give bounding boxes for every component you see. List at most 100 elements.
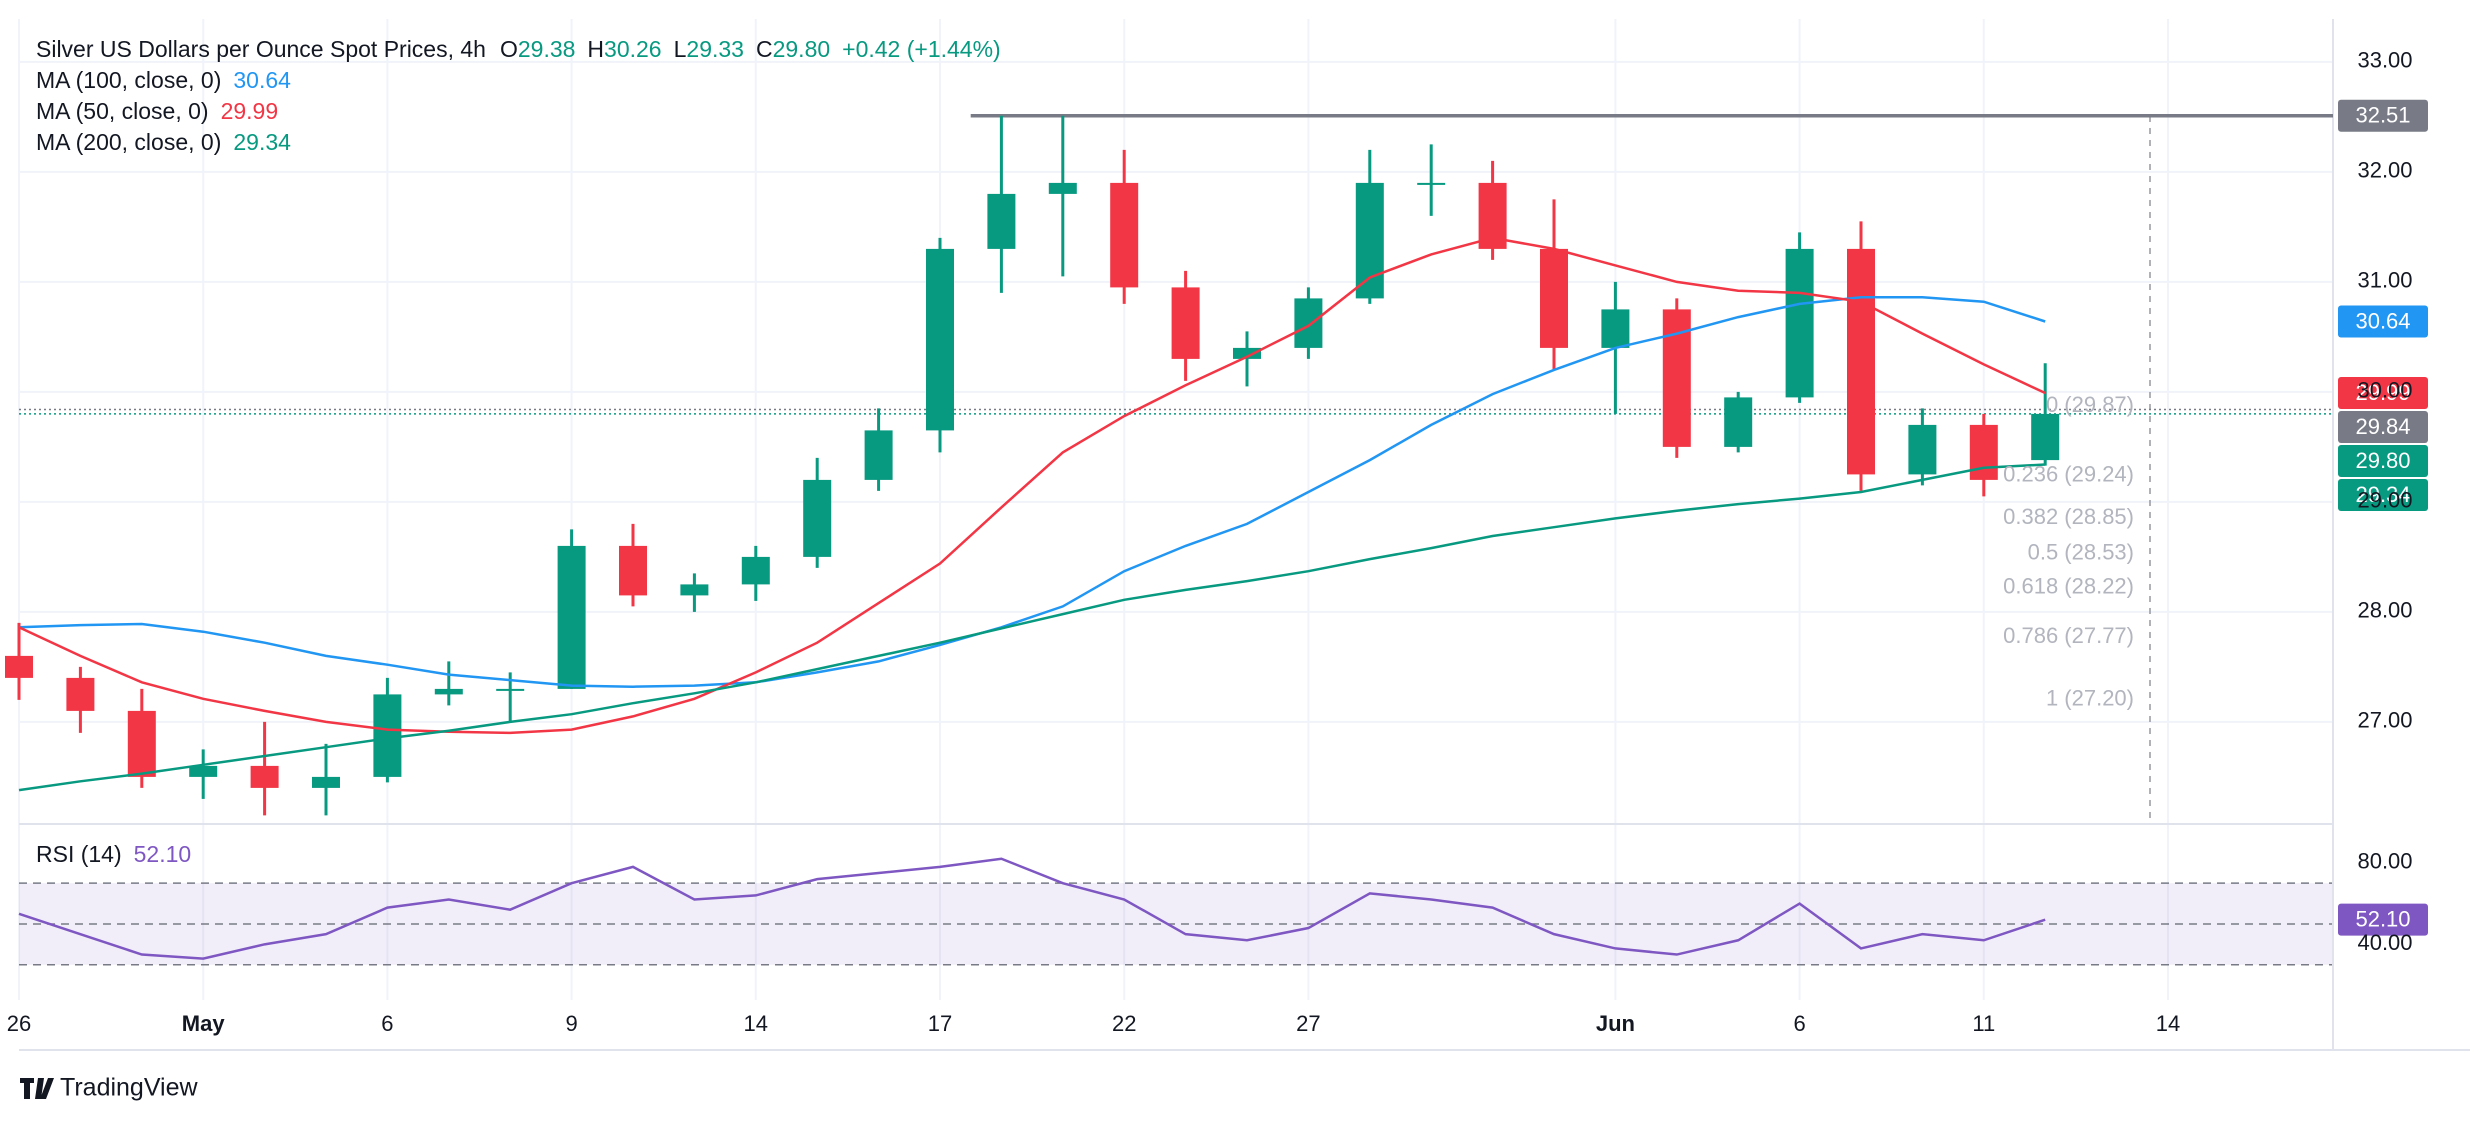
- candle-body: [619, 545, 647, 596]
- legend-value: 29.99: [221, 98, 279, 124]
- candle-body: [127, 710, 156, 777]
- candle-body: [926, 248, 954, 431]
- ohlc-key: L: [674, 36, 687, 62]
- candle-body: [1724, 397, 1753, 447]
- candle-body: [1294, 298, 1323, 348]
- candle-body: [1847, 248, 1875, 475]
- candle-body: [373, 694, 402, 777]
- legend-value: 29.34: [233, 129, 291, 155]
- moving-average: [18, 296, 2046, 688]
- candle-body: [680, 584, 709, 596]
- candle-body: [1969, 424, 1998, 480]
- ohlc-key: H: [587, 36, 604, 62]
- price-tag-label: 29.99: [2355, 380, 2410, 405]
- x-tick-label: 14: [2156, 1011, 2180, 1036]
- candle-body: [1048, 182, 1077, 194]
- candle-body: [1540, 248, 1568, 348]
- candle-body: [987, 193, 1016, 249]
- candle-body: [2031, 413, 2060, 461]
- x-tick-label: 17: [928, 1011, 952, 1036]
- ohlc-value: 30.26: [604, 36, 662, 62]
- candle-body: [189, 765, 218, 777]
- candle-body: [250, 765, 279, 788]
- x-tick-label: May: [182, 1011, 226, 1036]
- legend-value: 52.10: [134, 841, 192, 867]
- candle-body: [557, 545, 586, 689]
- price-tag-label: 29.84: [2355, 414, 2410, 439]
- candle-body: [803, 479, 832, 557]
- symbol-title: Silver US Dollars per Ounce Spot Prices,…: [36, 36, 486, 62]
- candle-body: [1171, 287, 1200, 359]
- change: +0.42 (+1.44%): [842, 36, 1001, 62]
- price-tag: [2338, 377, 2428, 409]
- candle-body: [496, 688, 525, 691]
- legend: MA (100, close, 0) 30.64 MA (50, close, 0)…: [36, 67, 291, 867]
- legend-name: MA (200, close, 0): [36, 129, 221, 155]
- brand: TradingView: [20, 1074, 199, 1102]
- ohlc-value: 29.33: [686, 36, 744, 62]
- brand-name: TradingView: [60, 1074, 199, 1102]
- legend-name: MA (50, close, 0): [36, 98, 209, 124]
- rsi-tag: [2338, 903, 2428, 936]
- x-tick-label: 26: [7, 1011, 31, 1036]
- candle-body: [434, 688, 463, 695]
- x-tick-label: 6: [1793, 1011, 1805, 1036]
- x-tick-label: 14: [744, 1011, 768, 1036]
- candle-body: [1417, 182, 1446, 185]
- candle-body: [1110, 182, 1139, 288]
- candle-body: [5, 655, 33, 678]
- moving-average: [18, 463, 2046, 792]
- ohlc-value: 29.80: [773, 36, 831, 62]
- brand-logo: [20, 1078, 54, 1099]
- legend-name: MA (100, close, 0): [36, 67, 221, 93]
- price-tag: [2338, 479, 2428, 511]
- rsi-tick-label: 40.00: [2357, 930, 2412, 955]
- price-tag-label: 32.51: [2355, 103, 2410, 128]
- rsi-tick-label: 80.00: [2357, 849, 2412, 874]
- price-tag-label: 29.80: [2355, 448, 2410, 473]
- fib-label: 0.382 (28.85): [2003, 504, 2134, 529]
- price-tag: [2338, 305, 2428, 338]
- rsi-line: [18, 857, 2046, 960]
- legend-entry: MA (100, close, 0) 30.64: [36, 67, 291, 93]
- fib-label: 0.786 (27.77): [2003, 623, 2134, 648]
- ohlc-value: 29.38: [518, 36, 576, 62]
- y-tick-label: 30.00: [2357, 378, 2412, 403]
- y-tick-label: 31.00: [2357, 268, 2412, 293]
- price-tag: [2338, 99, 2428, 132]
- x-tick-label: Jun: [1596, 1011, 1635, 1036]
- ohlc-key: C: [756, 36, 773, 62]
- price-tag-label: 30.64: [2355, 308, 2410, 333]
- candle-body: [1601, 309, 1630, 348]
- y-tick-label: 27.00: [2357, 708, 2412, 733]
- rsi-legend: RSI (14) 52.10: [36, 841, 191, 867]
- ohlc-key: O: [500, 36, 518, 62]
- price-tags: 32.51 30.64 29.99 29.34 29.84 29.80 52.10: [2338, 99, 2428, 936]
- legend-name: RSI (14): [36, 841, 122, 867]
- rsi-tag-label: 52.10: [2355, 906, 2410, 931]
- header: Silver US Dollars per Ounce Spot Prices,…: [36, 36, 1001, 62]
- grid: [18, 19, 2333, 1000]
- fib-label: 0 (29.87): [2046, 392, 2134, 417]
- fib-label: 0.618 (28.22): [2003, 574, 2134, 599]
- candle-body: [864, 430, 893, 480]
- overlay: 0 (29.87) 0.236 (29.24) 0.382 (28.85) 0.5 (…: [18, 236, 2134, 960]
- candle-body: [1355, 182, 1384, 299]
- x-tick-label: 9: [565, 1011, 577, 1036]
- candle-body: [1908, 424, 1937, 475]
- x-tick-label: 27: [1296, 1011, 1320, 1036]
- price-tag: [2338, 445, 2428, 477]
- y-tick-label: 28.00: [2357, 598, 2412, 623]
- legend-entry: MA (200, close, 0) 29.34: [36, 129, 291, 155]
- x-tick-label: 22: [1112, 1011, 1136, 1036]
- fib-label: 0.236 (29.24): [2003, 461, 2134, 486]
- y-tick-label: 33.00: [2357, 48, 2412, 73]
- y-tick-label: 29.00: [2357, 488, 2412, 513]
- fib-label: 1 (27.20): [2046, 686, 2134, 711]
- x-tick-label: 11: [1972, 1011, 1995, 1036]
- candle-body: [1233, 347, 1261, 359]
- fib-label: 0.5 (28.53): [2028, 539, 2134, 564]
